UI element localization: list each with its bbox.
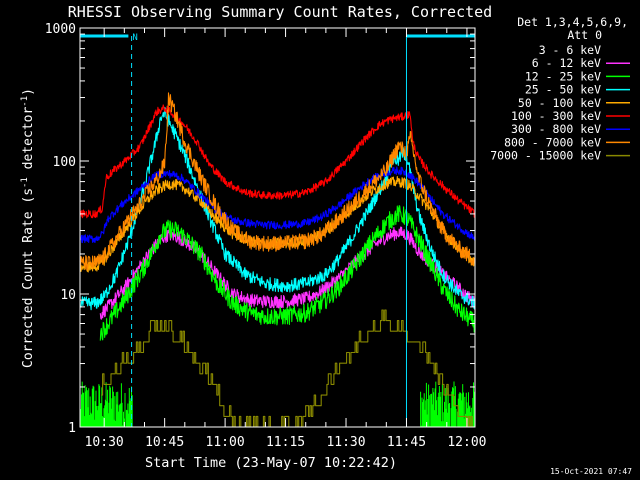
legend-label-3: 25 - 50 keV	[525, 83, 601, 97]
green-noise-band-0	[79, 381, 133, 427]
legend-label-8: 7000 - 15000 keV	[490, 149, 601, 163]
y-tick-label-0: 1	[68, 421, 76, 436]
legend-label-5: 100 - 300 keV	[511, 109, 601, 123]
legend-label-2: 12 - 25 keV	[525, 69, 601, 83]
x-tick-label-6: 12:00	[447, 435, 486, 450]
legend-header-1: Det 1,3,4,5,6,9,	[517, 15, 628, 29]
series-line-6	[79, 166, 476, 244]
y-axis-label: Corrected Count Rate (s-1 detector-1)	[20, 88, 36, 368]
legend-label-6: 300 - 800 keV	[511, 122, 601, 136]
series-line-7	[79, 92, 476, 271]
flag-marker: N	[132, 33, 137, 43]
x-axis-label: Start Time (23-May-07 10:22:42)	[145, 455, 397, 471]
x-tick-label-5: 11:45	[387, 435, 426, 450]
x-tick-label-2: 11:00	[206, 435, 245, 450]
legend-label-1: 6 - 12 keV	[532, 56, 601, 70]
series-line-2	[99, 205, 476, 341]
x-tick-label-4: 11:30	[326, 435, 365, 450]
y-tick-label-1: 10	[60, 288, 76, 303]
series-line-8	[101, 309, 474, 428]
y-tick-label-2: 100	[53, 155, 76, 170]
legend-label-0: 3 - 6 keV	[539, 43, 601, 57]
x-tick-label-0: 10:30	[85, 435, 124, 450]
axes: 10:30 10:45 11:00 11:15 11:30 11:45 12:00 1 10 10…	[45, 22, 487, 450]
series-line-4	[79, 176, 476, 273]
y-tick-label-3: 1000	[45, 22, 76, 37]
x-tick-label-1: 10:45	[145, 435, 184, 450]
plot-area: N	[79, 33, 476, 428]
footer-date: 15-Oct-2021 07:47	[550, 467, 632, 476]
series-line-5	[79, 104, 476, 219]
series-line-0	[103, 238, 460, 373]
legend-label-4: 50 - 100 keV	[518, 96, 601, 110]
legend-header-2: Att 0	[567, 28, 602, 42]
plot-frame	[79, 27, 476, 428]
chart-title: RHESSI Observing Summary Count Rates, Co…	[68, 3, 492, 21]
legend-label-7: 800 - 7000 keV	[504, 135, 601, 149]
x-tick-label-3: 11:15	[266, 435, 305, 450]
